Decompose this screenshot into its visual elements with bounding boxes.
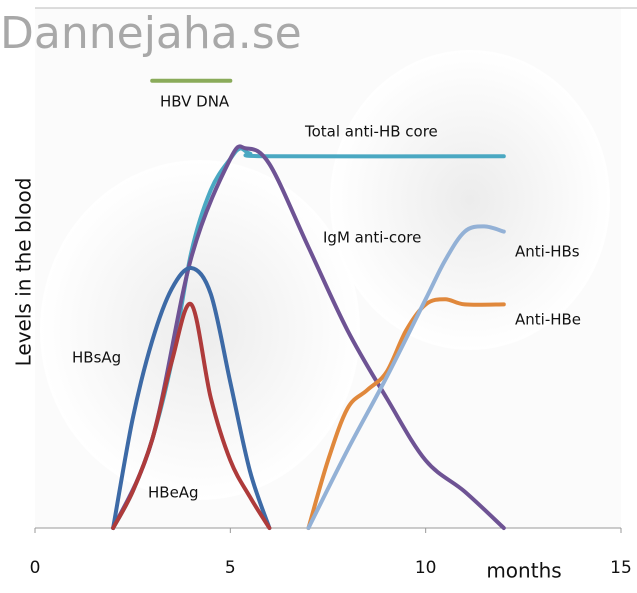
series-line [111, 144, 506, 530]
series-line [306, 224, 506, 530]
series-label: HBsAg [72, 349, 121, 367]
series-label: Anti-HBe [515, 311, 581, 329]
y-axis-label: Levels in the blood [12, 178, 36, 367]
series-line [306, 297, 506, 530]
x-tick-label: 0 [30, 558, 41, 578]
background-blob [330, 50, 610, 350]
series-label: Total anti-HB core [304, 123, 438, 141]
series-label: Anti-HBs [515, 243, 580, 261]
x-tick-label: 10 [415, 558, 437, 578]
series-label: HBeAg [148, 484, 199, 502]
series-line [111, 302, 272, 530]
series-label: HBV DNA [160, 93, 230, 111]
x-axis-label: months [486, 559, 561, 583]
series-line [111, 266, 272, 530]
x-tick-label: 15 [610, 558, 632, 578]
series-label: IgM anti-core [323, 229, 421, 247]
watermark-title: Dannejaha.se [0, 8, 302, 59]
x-tick-label: 5 [225, 558, 236, 578]
